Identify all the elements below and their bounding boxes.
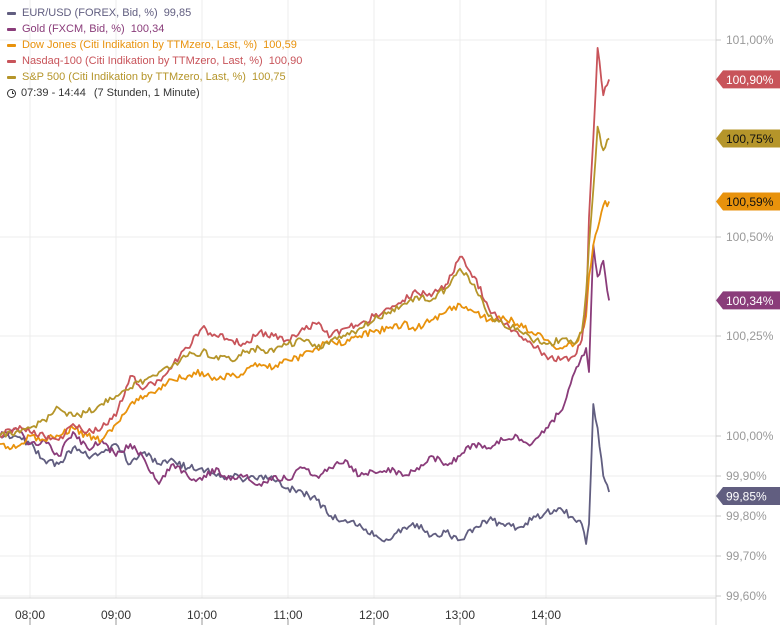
series-lines [0,47,610,545]
y-tick-label: 99,90% [726,469,767,483]
legend-entry[interactable]: Gold (FXCM, Bid, %) 100,34 [7,21,302,37]
x-axis: 08:00 09:00 10:00 11:00 12:00 13:00 14:00 [15,608,561,625]
legend-value: 100,34 [130,23,165,35]
x-tick-label: 13:00 [445,608,475,622]
time-range-text: 07:39 - 14:44 [21,87,86,99]
badge-shape [716,70,780,89]
x-tick-label: 10:00 [187,608,217,622]
last-value-badge: 99,85% [716,487,780,505]
badge-shape [716,291,780,310]
series-line-1 [0,243,610,487]
badge-text: 100,90% [726,73,774,87]
x-tick-label: 11:00 [273,608,302,622]
legend-value: 100,90 [268,55,303,67]
badge-text: 100,75% [726,132,774,146]
legend-label: S&P 500 (Citi Indikation by TTMzero, Las… [22,71,246,83]
badge-text: 99,85% [726,490,767,504]
badge-shape [716,192,780,211]
legend-entry[interactable]: S&P 500 (Citi Indikation by TTMzero, Las… [7,69,302,85]
legend-entry[interactable]: Dow Jones (Citi Indikation by TTMzero, L… [7,37,302,53]
last-value-badges: 99,85% 100,34% 100,59% 100,90% 100,75% [716,70,780,505]
legend-swatch [7,59,16,63]
last-value-badge: 100,34% [716,291,780,310]
y-tick-label: 100,50% [726,230,774,244]
legend-entry[interactable]: Nasdaq-100 (Citi Indikation by TTMzero, … [7,53,302,69]
clock-icon [7,88,16,98]
legend-label: Dow Jones (Citi Indikation by TTMzero, L… [22,39,258,51]
y-tick-label: 101,00% [726,33,774,47]
legend-label: EUR/USD (FOREX, Bid, %) [22,7,158,19]
x-tick-label: 12:00 [359,608,389,622]
legend-swatch [7,43,16,47]
legend: EUR/USD (FOREX, Bid, %) 99,85 Gold (FXCM, … [7,5,302,101]
x-tick-label: 09:00 [101,608,131,622]
legend-value: 100,75 [251,71,286,83]
badge-text: 100,59% [726,195,774,209]
series-line-3 [0,47,610,441]
legend-label: Gold (FXCM, Bid, %) [22,23,125,35]
legend-entry[interactable]: EUR/USD (FOREX, Bid, %) 99,85 [7,5,302,21]
y-tick-label: 99,70% [726,549,767,563]
time-duration-text: (7 Stunden, 1 Minute) [93,87,200,99]
legend-value: 99,85 [163,7,192,19]
series-line-0 [0,403,610,545]
badge-shape [716,129,780,148]
series-line-2 [0,199,610,451]
y-tick-label: 100,25% [726,329,774,343]
last-value-badge: 100,59% [716,192,780,211]
x-tick-label: 08:00 [15,608,45,622]
legend-swatch [7,27,16,31]
y-tick-label: 100,00% [726,429,774,443]
y-tick-label: 99,60% [726,589,767,603]
y-axis: 99,60% 99,70% 99,80% 99,90% 100,00% 100,25% 10… [716,33,774,603]
legend-label: Nasdaq-100 (Citi Indikation by TTMzero, … [22,55,263,67]
last-value-badge: 100,90% [716,70,780,89]
legend-swatch [7,75,16,79]
last-value-badge: 100,75% [716,129,780,148]
x-tick-label: 14:00 [531,608,561,622]
legend-time-range: 07:39 - 14:44 (7 Stunden, 1 Minute) [7,85,302,101]
series-line-4 [0,125,610,438]
badge-shape [716,487,780,505]
legend-value: 100,59 [263,39,297,51]
legend-swatch [7,11,16,15]
badge-text: 100,34% [726,294,774,308]
y-tick-label: 99,80% [726,509,767,523]
